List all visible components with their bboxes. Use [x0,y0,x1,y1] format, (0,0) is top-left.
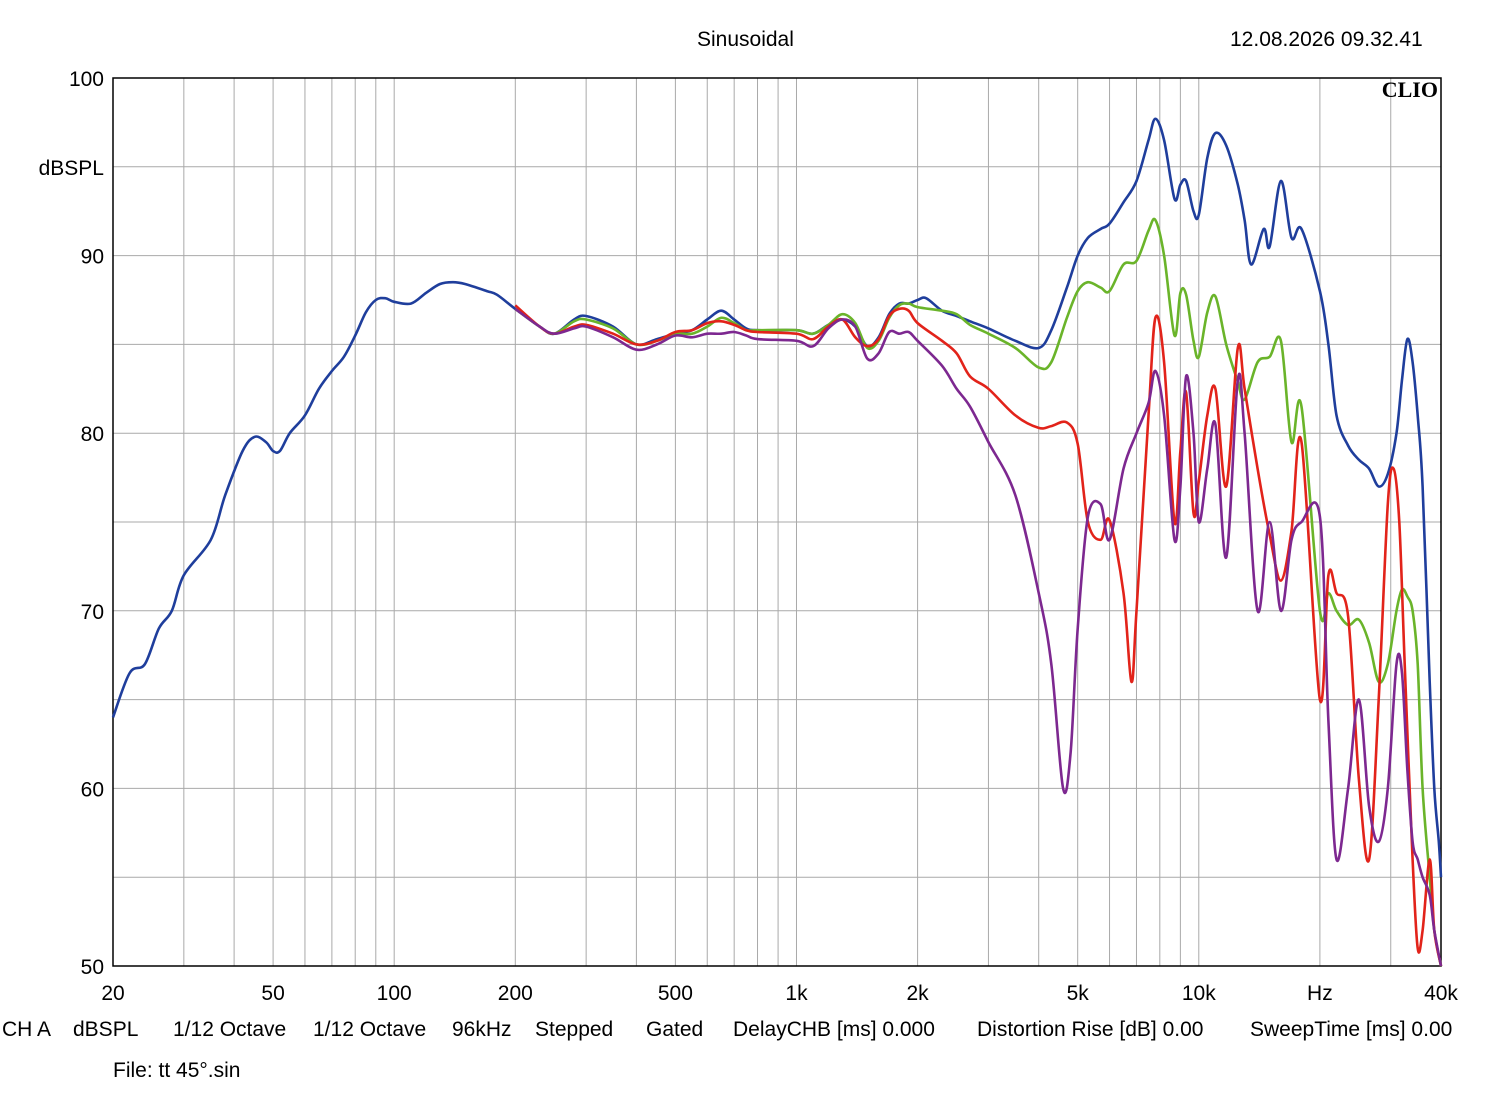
x-tick-labels: 20 50 100 200 500 1k 2k 5k 10k Hz 40k [101,982,1458,1005]
y-tick-label: 100 [69,68,104,91]
x-tick-label: Hz [1307,982,1333,1005]
file-name: File: tt 45°.sin [113,1059,241,1082]
y-tick-label: 70 [81,601,104,624]
timestamp: 12.08.2026 09.32.41 [1230,28,1423,51]
y-tick-label: 60 [81,778,104,801]
series-line [514,307,1443,967]
series-layer [111,117,1443,967]
x-tick-label: 40k [1424,982,1458,1005]
grid [113,78,1441,966]
footer-smoothing-b: 1/12 Octave [313,1018,427,1041]
footer-delay: DelayCHB [ms] 0.000 [733,1018,935,1041]
footer-sweep-time: SweepTime [ms] 0.00 [1250,1018,1453,1041]
series-line [514,304,1443,967]
x-tick-label: 500 [658,982,693,1005]
y-tick-label: 50 [81,956,104,979]
y-tick-label: 80 [81,423,104,446]
x-tick-label: 5k [1067,982,1090,1005]
x-tick-label: 10k [1182,982,1216,1005]
footer-stepped: Stepped [535,1018,614,1041]
chart-title: Sinusoidal [697,28,794,51]
y-axis-label: dBSPL [39,157,104,180]
x-tick-label: 200 [498,982,533,1005]
footer-channel: CH A [2,1018,52,1041]
frequency-response-chart: 100 90 80 70 60 50 20 50 100 200 500 1k 2k 5k 10k Hz 40… [39,68,1459,1005]
x-tick-label: 2k [907,982,930,1005]
footer-gated: Gated [646,1018,704,1041]
x-tick-label: 100 [377,982,412,1005]
plot-frame [112,77,1442,967]
x-tick-label: 1k [785,982,808,1005]
footer-smoothing-a: 1/12 Octave [173,1018,287,1041]
x-tick-label: 50 [261,982,284,1005]
footer-unit: dBSPL [73,1018,139,1041]
y-tick-label: 90 [81,246,104,269]
footer-samplerate: 96kHz [452,1018,512,1041]
footer-distortion-rise: Distortion Rise [dB] 0.00 [977,1018,1204,1041]
clio-watermark: CLIO [1382,77,1438,102]
series-line [514,217,1443,967]
series-line [111,117,1443,878]
x-tick-label: 20 [101,982,124,1005]
y-tick-labels: 100 90 80 70 60 50 [69,68,104,979]
